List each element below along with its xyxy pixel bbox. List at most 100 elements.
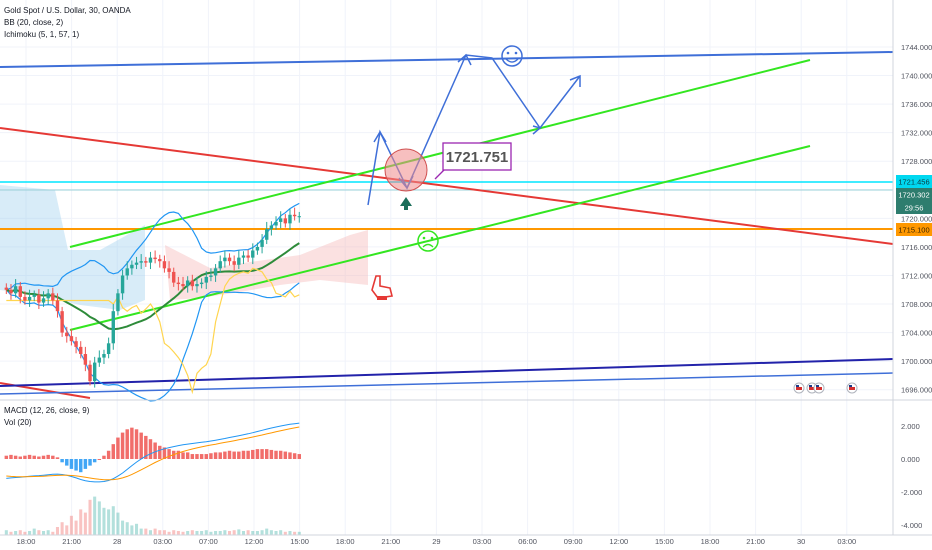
macd-histogram-bar (209, 453, 213, 459)
macd-histogram-bar (139, 432, 143, 459)
macd-histogram-bar (185, 452, 190, 459)
bollinger-bands (5, 202, 300, 402)
x-tick-label: 15:00 (655, 537, 674, 546)
candle-body (181, 284, 185, 287)
candles (4, 207, 301, 388)
macd-tick-label: -4.000 (901, 521, 922, 530)
indicator-macd-label[interactable]: MACD (12, 26, close, 9) (4, 406, 90, 415)
upper-blue-trendline (0, 51, 894, 68)
volume-bar (153, 528, 157, 535)
volume-bar (88, 499, 92, 535)
candle-body (251, 250, 255, 258)
bb-upper-band (6, 202, 300, 291)
x-tick-label: 18:00 (701, 537, 720, 546)
candle-body (18, 286, 22, 297)
price-tag-countdown: 29:56 (896, 201, 932, 214)
drawings (367, 45, 858, 394)
candle-body (74, 341, 78, 347)
candle-body (218, 261, 222, 269)
volume-bar (93, 496, 97, 535)
macd-histogram-bar (153, 442, 157, 459)
macd-histogram-bar (74, 459, 78, 471)
macd-histogram-bar (130, 427, 134, 459)
macd-histogram-bar (92, 459, 97, 463)
macd-histogram-bar (251, 449, 255, 459)
volume-bar (274, 531, 278, 535)
price-callout: 1721.751 (442, 142, 512, 171)
volume-bar (283, 531, 287, 535)
happy-face-icon (501, 45, 523, 67)
navy-lower-line (0, 358, 894, 387)
candle-body (260, 239, 264, 247)
macd-histogram-bar (278, 450, 283, 459)
macd-histogram-bar (116, 437, 120, 459)
macd-histogram-bar (288, 452, 292, 459)
macd-histogram-bar (102, 455, 106, 459)
candle-body (213, 268, 218, 276)
up-arrow-marker (400, 197, 412, 210)
macd-histogram-bar (18, 456, 22, 459)
volume-bar (288, 531, 292, 535)
candle-body (41, 298, 46, 303)
y-tick-label: 1708.000 (901, 300, 932, 309)
indicator-bb-label[interactable]: BB (20, close, 2) (4, 18, 63, 27)
macd-histogram-bar (246, 450, 250, 459)
macd-histogram-bar (125, 429, 129, 459)
macd-histogram-bar (37, 456, 41, 459)
candle-body (204, 276, 208, 283)
candle-body (23, 296, 27, 301)
candle-body (172, 271, 176, 283)
x-tick-label: 12:00 (609, 537, 628, 546)
sad-face-mouth (422, 243, 434, 248)
volume-bar (293, 531, 297, 535)
volume-bar (28, 531, 32, 535)
candle-body (37, 294, 41, 303)
candle-body (167, 268, 171, 272)
macd-line (6, 422, 300, 483)
candle-body (148, 257, 153, 263)
candle-body (144, 261, 148, 263)
sad-face-eye (430, 236, 434, 240)
green-channel-upper (69, 59, 811, 248)
sad-face-eye (422, 236, 426, 240)
macd-histogram-bar (269, 449, 274, 459)
macd-histogram-bar (181, 452, 185, 459)
candle-body (158, 259, 162, 262)
volume-bar (228, 531, 232, 535)
happy-face-eye (506, 51, 510, 55)
candle-body (139, 261, 143, 263)
happy-face-mouth (505, 58, 519, 63)
candle-body (88, 364, 92, 382)
x-tick-label: 03:00 (837, 537, 856, 546)
volume-bar (55, 527, 59, 535)
price-tag-last: 1720.302 (896, 188, 932, 201)
macd-histogram-bar (274, 450, 278, 459)
macd-histogram-bar (158, 445, 162, 459)
x-tick-label: 09:00 (564, 537, 583, 546)
callout-price-text: 1721.751 (446, 149, 509, 166)
ichimoku-lagging-line (6, 267, 300, 395)
volume-bar (60, 522, 64, 535)
candle-body (209, 275, 213, 277)
candle-body (255, 246, 260, 251)
flag-stripe (796, 387, 802, 390)
flag-canton (816, 385, 819, 387)
volume-bar (14, 531, 18, 535)
volume-bar (148, 530, 152, 535)
candle-body (269, 225, 274, 230)
macd-histogram-bar (195, 454, 199, 459)
flag-canton (809, 385, 812, 387)
macd-histogram-bar (204, 454, 208, 459)
volume-bar (51, 531, 55, 535)
macd-histogram-bar (292, 453, 297, 459)
candle-body (83, 354, 88, 365)
candle-body (120, 275, 125, 294)
volume-bar (69, 515, 73, 535)
arrow-head (569, 74, 581, 87)
y-tick-label: 1720.000 (901, 214, 932, 223)
cloud-blue (0, 185, 145, 310)
volume-bar (246, 530, 250, 535)
indicator-vol-label[interactable]: Vol (20) (4, 418, 32, 427)
indicator-ichimoku-label[interactable]: Ichimoku (5, 1, 57, 1) (4, 30, 79, 39)
